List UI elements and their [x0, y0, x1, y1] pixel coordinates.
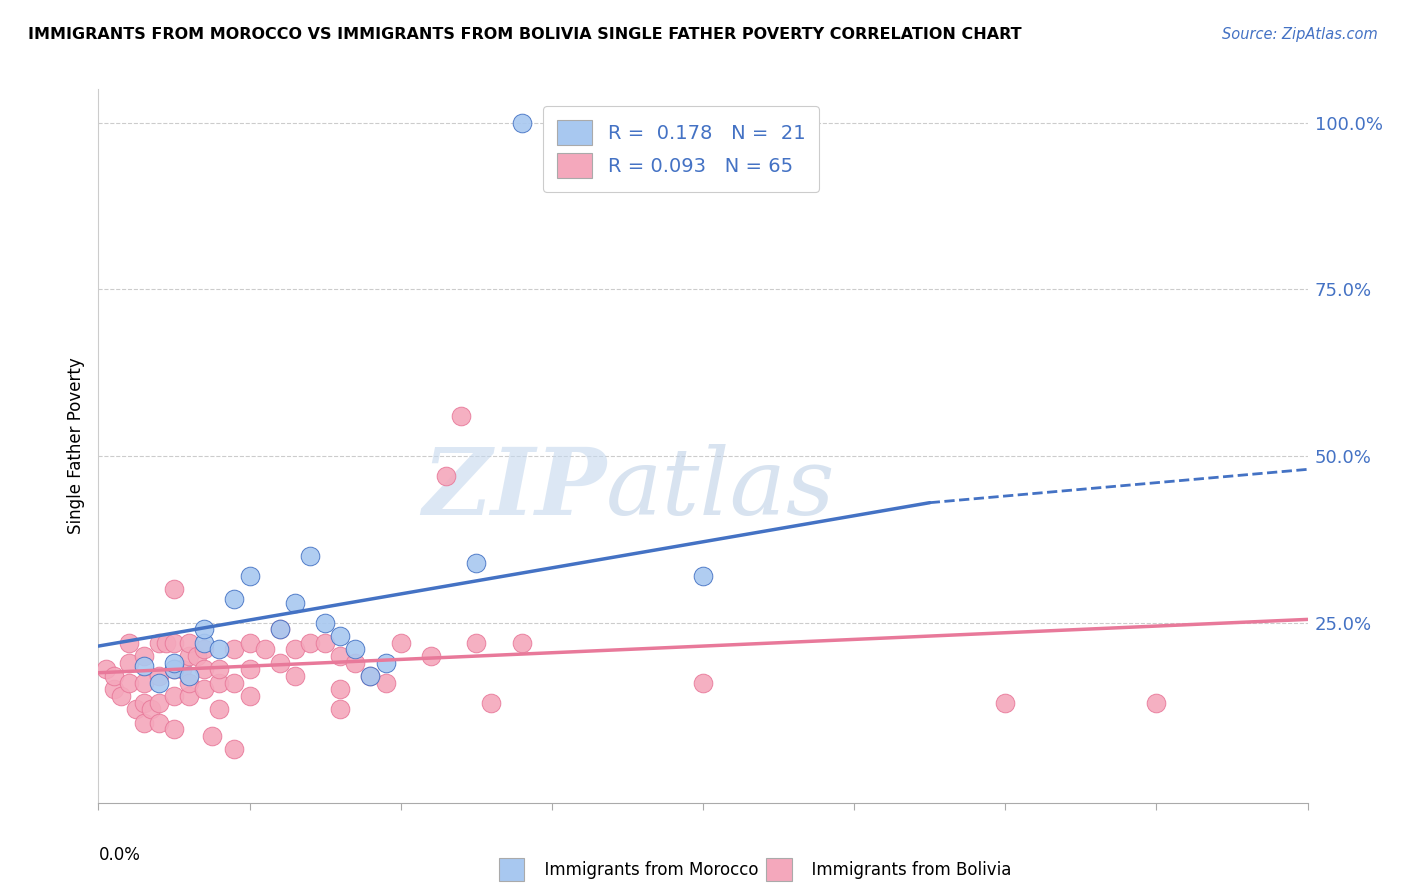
- Point: [163, 689, 186, 703]
- Text: Immigrants from Bolivia: Immigrants from Bolivia: [801, 861, 1012, 879]
- Point: [481, 696, 503, 710]
- Point: [239, 636, 262, 650]
- Point: [193, 662, 215, 676]
- Point: [132, 696, 155, 710]
- Point: [692, 675, 714, 690]
- Point: [299, 549, 322, 563]
- Point: [239, 569, 262, 583]
- Text: Immigrants from Morocco: Immigrants from Morocco: [534, 861, 759, 879]
- Point: [186, 649, 208, 664]
- Point: [224, 642, 246, 657]
- Point: [465, 636, 488, 650]
- Text: atlas: atlas: [606, 444, 835, 533]
- Point: [450, 409, 472, 423]
- Point: [314, 615, 336, 630]
- Point: [193, 642, 215, 657]
- Point: [284, 669, 307, 683]
- Point: [344, 642, 367, 657]
- Point: [208, 702, 231, 716]
- Point: [329, 629, 352, 643]
- Point: [163, 662, 186, 676]
- Point: [179, 675, 201, 690]
- Point: [118, 656, 141, 670]
- Point: [163, 662, 186, 676]
- Point: [314, 636, 336, 650]
- Point: [103, 669, 125, 683]
- Text: ZIP: ZIP: [422, 444, 606, 533]
- Point: [1146, 696, 1168, 710]
- Point: [132, 649, 155, 664]
- Point: [374, 675, 396, 690]
- Point: [360, 669, 382, 683]
- Y-axis label: Single Father Poverty: Single Father Poverty: [66, 358, 84, 534]
- Point: [132, 715, 155, 730]
- Point: [208, 642, 231, 657]
- Point: [510, 636, 533, 650]
- Point: [269, 656, 291, 670]
- Point: [148, 669, 170, 683]
- Point: [141, 702, 163, 716]
- Point: [224, 592, 246, 607]
- Text: 0.0%: 0.0%: [98, 846, 141, 863]
- Point: [201, 729, 224, 743]
- Text: IMMIGRANTS FROM MOROCCO VS IMMIGRANTS FROM BOLIVIA SINGLE FATHER POVERTY CORRELA: IMMIGRANTS FROM MOROCCO VS IMMIGRANTS FR…: [28, 27, 1022, 42]
- Point: [389, 636, 412, 650]
- Point: [329, 649, 352, 664]
- Point: [269, 623, 291, 637]
- Point: [284, 642, 307, 657]
- Point: [224, 742, 246, 756]
- Point: [163, 656, 186, 670]
- Point: [692, 569, 714, 583]
- Point: [208, 662, 231, 676]
- Point: [179, 649, 201, 664]
- Point: [179, 636, 201, 650]
- Point: [193, 682, 215, 697]
- Point: [434, 469, 457, 483]
- Point: [510, 115, 533, 129]
- Text: Source: ZipAtlas.com: Source: ZipAtlas.com: [1222, 27, 1378, 42]
- Point: [374, 656, 396, 670]
- Point: [148, 675, 170, 690]
- Point: [329, 682, 352, 697]
- Point: [148, 636, 170, 650]
- Point: [179, 689, 201, 703]
- Point: [170, 662, 193, 676]
- Point: [132, 675, 155, 690]
- Point: [994, 696, 1017, 710]
- Point: [125, 702, 148, 716]
- Point: [118, 636, 141, 650]
- Point: [118, 675, 141, 690]
- Point: [360, 669, 382, 683]
- Point: [344, 656, 367, 670]
- Point: [94, 662, 117, 676]
- Point: [103, 682, 125, 697]
- Point: [163, 636, 186, 650]
- Point: [208, 675, 231, 690]
- Point: [148, 696, 170, 710]
- Point: [110, 689, 132, 703]
- Point: [329, 702, 352, 716]
- Point: [193, 636, 215, 650]
- Point: [465, 556, 488, 570]
- Point: [163, 723, 186, 737]
- Point: [284, 596, 307, 610]
- Point: [224, 675, 246, 690]
- Point: [420, 649, 443, 664]
- Point: [179, 669, 201, 683]
- Point: [132, 659, 155, 673]
- Point: [148, 715, 170, 730]
- Point: [269, 623, 291, 637]
- Point: [193, 623, 215, 637]
- Point: [155, 636, 177, 650]
- Point: [163, 582, 186, 597]
- Point: [239, 689, 262, 703]
- Point: [253, 642, 276, 657]
- Point: [239, 662, 262, 676]
- Legend: R =  0.178   N =  21, R = 0.093   N = 65: R = 0.178 N = 21, R = 0.093 N = 65: [544, 106, 818, 192]
- Point: [299, 636, 322, 650]
